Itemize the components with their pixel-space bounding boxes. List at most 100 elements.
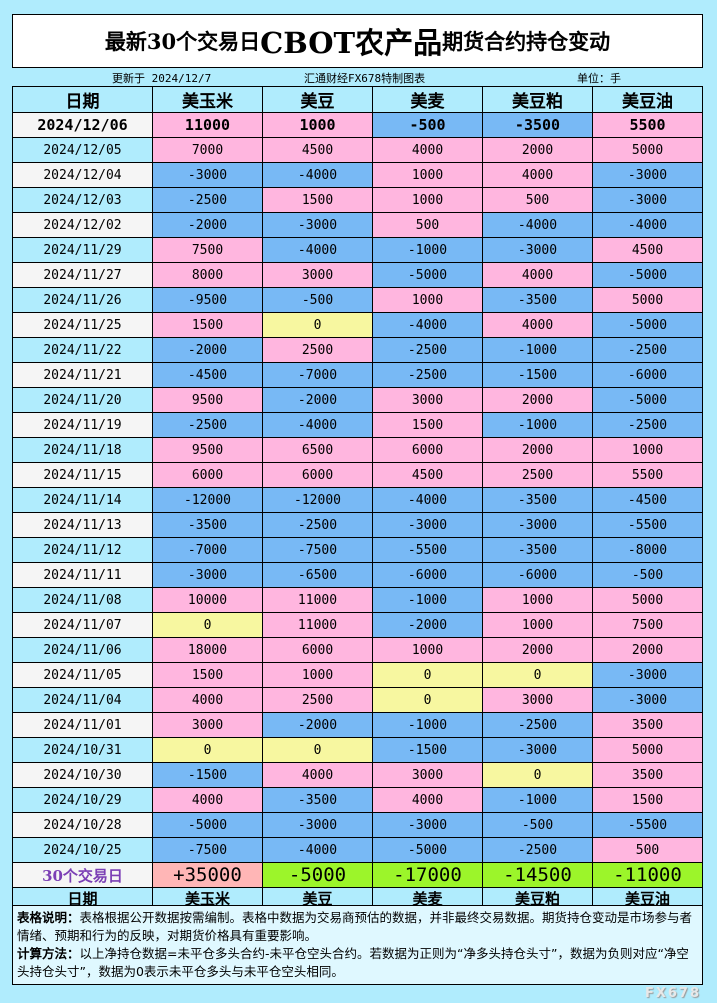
table-row: 2024/11/13 -3500 -2500 -3000 -3000 -5500 — [12, 512, 703, 538]
value-cell: -7000 — [152, 537, 263, 563]
date-cell: 2024/10/31 — [12, 737, 153, 763]
value-cell: -1000 — [482, 412, 593, 438]
column-footer: 美豆 — [262, 887, 373, 910]
value-cell: -7500 — [152, 837, 263, 863]
value-cell: -3000 — [592, 162, 703, 188]
value-cell: 1500 — [372, 412, 483, 438]
table-row: 2024/11/25 1500 0 -4000 4000 -5000 — [12, 312, 703, 338]
value-cell: 5500 — [592, 462, 703, 488]
table-row: 2024/11/06 18000 6000 1000 2000 2000 — [12, 637, 703, 663]
title-part: CBOT农产品 — [260, 26, 443, 60]
note-label: 计算方法： — [17, 946, 80, 961]
value-cell: 5000 — [592, 137, 703, 163]
value-cell: -5500 — [592, 812, 703, 838]
value-cell: -2500 — [372, 362, 483, 388]
value-cell: 0 — [152, 612, 263, 638]
header-row: 日期 美玉米 美豆 美麦 美豆粕 美豆油 — [12, 86, 703, 113]
value-cell: 500 — [482, 187, 593, 213]
value-cell: 2000 — [482, 137, 593, 163]
column-footer: 美豆油 — [592, 887, 703, 910]
value-cell: 3000 — [262, 262, 373, 288]
value-cell: -9500 — [152, 287, 263, 313]
value-cell: 4500 — [372, 462, 483, 488]
value-cell: 4000 — [372, 787, 483, 813]
value-cell: -500 — [262, 287, 373, 313]
table-row: 2024/11/07 0 11000 -2000 1000 7500 — [12, 612, 703, 638]
table-row: 2024/11/19 -2500 -4000 1500 -1000 -2500 — [12, 412, 703, 438]
date-cell: 2024/11/19 — [12, 412, 153, 438]
summary-value: -5000 — [262, 862, 373, 888]
value-cell: 2500 — [482, 462, 593, 488]
value-cell: -2500 — [482, 837, 593, 863]
date-cell: 2024/11/26 — [12, 287, 153, 313]
value-cell: 4000 — [152, 787, 263, 813]
value-cell: -4000 — [372, 487, 483, 513]
value-cell: 1500 — [152, 662, 263, 688]
value-cell: -12000 — [262, 487, 373, 513]
value-cell: 5000 — [592, 737, 703, 763]
fx678-watermark: FX678 — [644, 986, 701, 1001]
date-cell: 2024/10/25 — [12, 837, 153, 863]
value-cell: -2500 — [262, 512, 373, 538]
value-cell: -5000 — [592, 387, 703, 413]
value-cell: -3000 — [482, 512, 593, 538]
value-cell: 1000 — [262, 112, 373, 138]
value-cell: -2000 — [152, 212, 263, 238]
value-cell: -2500 — [152, 187, 263, 213]
value-cell: -5000 — [372, 837, 483, 863]
value-cell: 4000 — [262, 762, 373, 788]
value-cell: -500 — [592, 562, 703, 588]
value-cell: 0 — [262, 737, 373, 763]
value-cell: -3000 — [372, 512, 483, 538]
table-row: 2024/10/31 0 0 -1500 -3000 5000 — [12, 737, 703, 763]
value-cell: -1000 — [372, 712, 483, 738]
summary-row: 30个交易日 +35000 -5000 -17000 -14500 -11000 — [12, 862, 703, 888]
value-cell: -5000 — [592, 312, 703, 338]
source-label: 汇通财经FX678特制图表 — [304, 72, 426, 85]
column-header: 日期 — [12, 86, 153, 113]
value-cell: -4000 — [262, 237, 373, 263]
table-row: 2024/11/11 -3000 -6500 -6000 -6000 -500 — [12, 562, 703, 588]
value-cell: 3000 — [372, 762, 483, 788]
value-cell: 7500 — [152, 237, 263, 263]
date-cell: 2024/11/12 — [12, 537, 153, 563]
table-notes: 表格说明：表格根据公开数据按需编制。表格中数据为交易商预估的数据，并非最终交易数… — [12, 905, 703, 985]
value-cell: 500 — [372, 212, 483, 238]
value-cell: -7500 — [262, 537, 373, 563]
date-cell: 2024/11/11 — [12, 562, 153, 588]
value-cell: 1000 — [482, 612, 593, 638]
summary-value: -14500 — [482, 862, 593, 888]
value-cell: -3000 — [152, 162, 263, 188]
value-cell: 4000 — [482, 162, 593, 188]
value-cell: 11000 — [152, 112, 263, 138]
table-row: 2024/11/29 7500 -4000 -1000 -3000 4500 — [12, 237, 703, 263]
value-cell: 0 — [152, 737, 263, 763]
value-cell: 9500 — [152, 437, 263, 463]
column-header: 美玉米 — [152, 86, 263, 113]
table-row: 2024/12/02 -2000 -3000 500 -4000 -4000 — [12, 212, 703, 238]
value-cell: 0 — [262, 312, 373, 338]
update-date: 更新于 2024/12/7 — [112, 72, 212, 85]
value-cell: 10000 — [152, 587, 263, 613]
date-cell: 2024/11/05 — [12, 662, 153, 688]
date-cell: 2024/11/18 — [12, 437, 153, 463]
table-row: 2024/11/26 -9500 -500 1000 -3500 5000 — [12, 287, 703, 313]
positions-table: 日期 美玉米 美豆 美麦 美豆粕 美豆油 2024/12/06 11000 1000 -500 -3… — [12, 86, 703, 910]
value-cell: 6000 — [262, 462, 373, 488]
value-cell: -5000 — [592, 262, 703, 288]
date-cell: 2024/12/04 — [12, 162, 153, 188]
value-cell: 6000 — [372, 437, 483, 463]
table-row: 2024/11/08 10000 11000 -1000 1000 5000 — [12, 587, 703, 613]
value-cell: -5500 — [372, 537, 483, 563]
value-cell: -2500 — [592, 337, 703, 363]
date-cell: 2024/11/21 — [12, 362, 153, 388]
value-cell: -3500 — [482, 537, 593, 563]
value-cell: 5000 — [592, 587, 703, 613]
value-cell: -3000 — [592, 187, 703, 213]
value-cell: -4000 — [592, 212, 703, 238]
value-cell: -3500 — [152, 512, 263, 538]
table-row: 2024/11/20 9500 -2000 3000 2000 -5000 — [12, 387, 703, 413]
value-cell: 3500 — [592, 762, 703, 788]
value-cell: -5000 — [152, 812, 263, 838]
value-cell: -4000 — [372, 312, 483, 338]
